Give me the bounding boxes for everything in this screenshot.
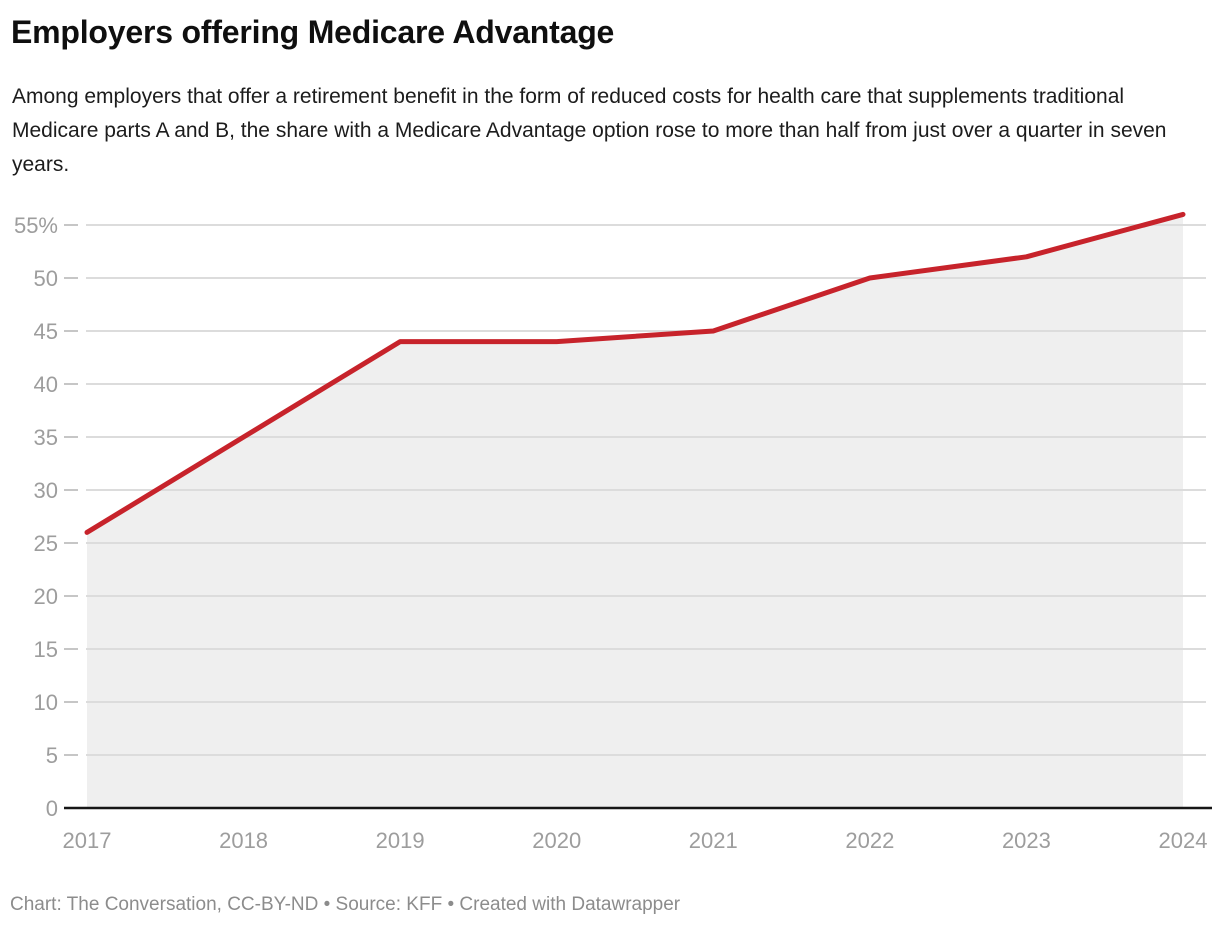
line-chart: 0 5 10 15 20 25 30 35 40 45 50 55% 2017 2018 2019 2020 2… — [0, 190, 1220, 865]
y-axis-tick-label: 15 — [34, 637, 58, 662]
area-fill — [87, 214, 1183, 808]
x-axis-tick-label: 2022 — [845, 828, 894, 853]
y-axis-tick-label: 20 — [34, 584, 58, 609]
y-axis-tick-label: 0 — [46, 796, 58, 821]
x-axis-labels: 2017 2018 2019 2020 2021 2022 2023 2024 — [63, 828, 1208, 853]
y-axis-tick-label: 35 — [34, 425, 58, 450]
y-axis-tick-label: 10 — [34, 690, 58, 715]
y-axis-tick-label: 45 — [34, 319, 58, 344]
x-axis-tick-label: 2019 — [376, 828, 425, 853]
y-axis-tick-label: 30 — [34, 478, 58, 503]
y-axis-tick-label: 40 — [34, 372, 58, 397]
y-axis-labels: 0 5 10 15 20 25 30 35 40 45 50 55% — [14, 213, 58, 821]
x-axis-tick-label: 2017 — [63, 828, 112, 853]
y-axis-tick-label: 50 — [34, 266, 58, 291]
series-line — [84, 211, 1186, 535]
y-axis-tick-label: 5 — [46, 743, 58, 768]
y-gridlines — [64, 224, 1206, 756]
chart-title: Employers offering Medicare Advantage — [11, 14, 615, 50]
y-axis-tick-label: 55% — [14, 213, 58, 238]
x-axis-tick-label: 2024 — [1159, 828, 1208, 853]
y-axis-tick-label: 25 — [34, 531, 58, 556]
attribution: Chart: The Conversation, CC-BY-ND • Sour… — [10, 894, 681, 915]
x-axis-tick-label: 2021 — [689, 828, 738, 853]
x-axis-tick-label: 2020 — [532, 828, 581, 853]
chart-subtitle: Among employers that offer a retirement … — [12, 85, 1167, 176]
x-axis-tick-label: 2018 — [219, 828, 268, 853]
x-axis-tick-label: 2023 — [1002, 828, 1051, 853]
